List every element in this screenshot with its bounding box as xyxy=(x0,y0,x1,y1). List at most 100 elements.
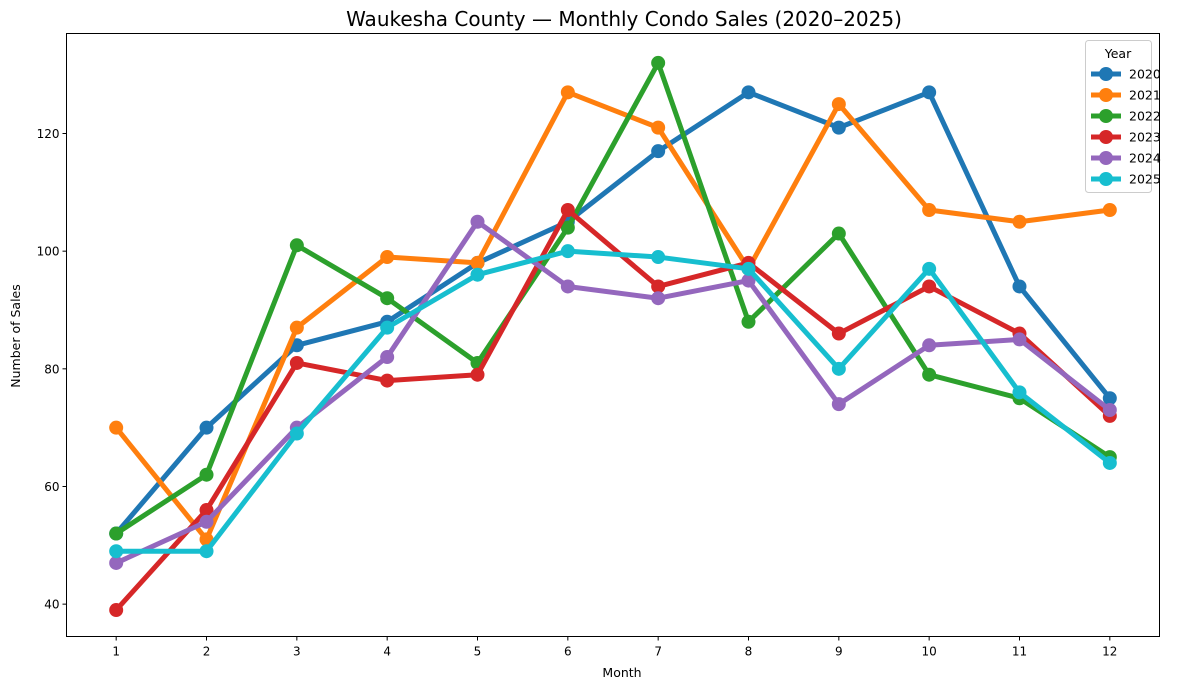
x-tick-label: 6 xyxy=(564,645,572,659)
data-point-2022 xyxy=(199,467,214,482)
x-axis-title: Month xyxy=(602,665,641,680)
data-point-2023 xyxy=(831,326,846,341)
data-point-2021 xyxy=(651,120,666,135)
x-tick-label: 11 xyxy=(1012,645,1027,659)
data-point-2021 xyxy=(831,97,846,112)
data-point-2025 xyxy=(199,544,214,559)
data-point-2020 xyxy=(1012,279,1027,294)
legend-item-2025: 2025 xyxy=(1091,172,1161,187)
legend-marker xyxy=(1099,151,1113,165)
data-point-2025 xyxy=(741,261,756,276)
data-point-2025 xyxy=(380,320,395,335)
data-point-2025 xyxy=(831,361,846,376)
series-2022 xyxy=(109,55,1117,541)
legend-label: 2020 xyxy=(1129,67,1161,82)
data-point-2024 xyxy=(651,291,666,306)
legend-item-2024: 2024 xyxy=(1091,151,1161,166)
legend-label: 2025 xyxy=(1129,172,1161,187)
data-point-2022 xyxy=(651,55,666,70)
x-tick-label: 3 xyxy=(293,645,301,659)
data-point-2020 xyxy=(1102,391,1117,406)
data-point-2024 xyxy=(741,273,756,288)
data-point-2025 xyxy=(1102,455,1117,470)
y-tick-label: 80 xyxy=(44,362,59,376)
data-point-2024 xyxy=(922,338,937,353)
data-point-2025 xyxy=(922,261,937,276)
legend-marker xyxy=(1099,109,1113,123)
legend-label: 2023 xyxy=(1129,130,1161,145)
data-point-2021 xyxy=(560,85,575,100)
data-point-2021 xyxy=(1012,214,1027,229)
legend-item-2022: 2022 xyxy=(1091,109,1161,124)
data-point-2023 xyxy=(651,279,666,294)
legend-marker xyxy=(1099,172,1113,186)
x-tick-label: 9 xyxy=(835,645,843,659)
series-2025 xyxy=(109,244,1117,559)
data-point-2021 xyxy=(1102,202,1117,217)
data-point-2025 xyxy=(560,244,575,259)
x-axis: 1 2 3 4 5 6 7 8 9 10 11 12 xyxy=(112,636,1117,659)
data-point-2022 xyxy=(831,226,846,241)
legend-marker xyxy=(1099,88,1113,102)
data-point-2022 xyxy=(560,220,575,235)
data-point-2023 xyxy=(470,367,485,382)
data-point-2023 xyxy=(199,503,214,518)
data-point-2022 xyxy=(289,238,304,253)
series-line-2021 xyxy=(113,89,1113,542)
data-point-2021 xyxy=(109,420,124,435)
y-tick-label: 100 xyxy=(37,245,60,259)
x-tick-label: 12 xyxy=(1102,645,1117,659)
data-point-2024 xyxy=(470,214,485,229)
data-point-2020 xyxy=(831,120,846,135)
data-point-2022 xyxy=(741,314,756,329)
x-tick-label: 2 xyxy=(203,645,211,659)
data-point-2021 xyxy=(289,320,304,335)
data-point-2020 xyxy=(651,144,666,159)
data-point-2024 xyxy=(109,555,124,570)
x-tick-label: 4 xyxy=(383,645,391,659)
plot-frame xyxy=(66,33,1160,637)
data-point-2025 xyxy=(289,426,304,441)
data-point-2024 xyxy=(560,279,575,294)
data-point-2024 xyxy=(199,514,214,529)
data-point-2021 xyxy=(380,250,395,265)
x-tick-label: 7 xyxy=(654,645,662,659)
data-point-2024 xyxy=(380,350,395,365)
data-point-2023 xyxy=(109,603,124,618)
y-axis: 40 60 80 100 120 xyxy=(37,127,67,612)
series-line-2025 xyxy=(113,248,1113,554)
series-line-2024 xyxy=(113,219,1113,566)
data-point-2023 xyxy=(289,355,304,370)
legend-marker xyxy=(1099,67,1113,81)
x-tick-label: 8 xyxy=(745,645,753,659)
data-point-2021 xyxy=(470,255,485,270)
data-point-2020 xyxy=(922,85,937,100)
x-tick-label: 1 xyxy=(112,645,120,659)
x-tick-label: 10 xyxy=(922,645,937,659)
data-point-2022 xyxy=(380,291,395,306)
data-point-2023 xyxy=(922,279,937,294)
data-point-2025 xyxy=(109,544,124,559)
y-tick-label: 120 xyxy=(37,127,60,141)
data-point-2023 xyxy=(560,202,575,217)
legend-label: 2022 xyxy=(1129,109,1161,124)
data-point-2022 xyxy=(922,367,937,382)
legend-item-2020: 2020 xyxy=(1091,67,1161,82)
data-point-2022 xyxy=(109,526,124,541)
legend: Year 2020 2021 2022 2023 2024 2025 xyxy=(1085,40,1161,193)
data-point-2025 xyxy=(1012,385,1027,400)
x-tick-label: 5 xyxy=(474,645,482,659)
y-axis-title: Number of Sales xyxy=(8,284,23,387)
legend-item-2021: 2021 xyxy=(1091,88,1161,103)
series-layer xyxy=(109,55,1117,618)
chart-title: Waukesha County — Monthly Condo Sales (2… xyxy=(346,7,902,31)
series-line-2023 xyxy=(113,207,1113,613)
data-point-2024 xyxy=(1102,403,1117,418)
y-tick-label: 60 xyxy=(44,480,59,494)
legend-items: 2020 2021 2022 2023 2024 2025 xyxy=(1091,67,1161,187)
legend-item-2023: 2023 xyxy=(1091,130,1161,145)
series-2024 xyxy=(109,214,1117,570)
data-point-2024 xyxy=(1012,332,1027,347)
series-line-2022 xyxy=(113,60,1113,537)
